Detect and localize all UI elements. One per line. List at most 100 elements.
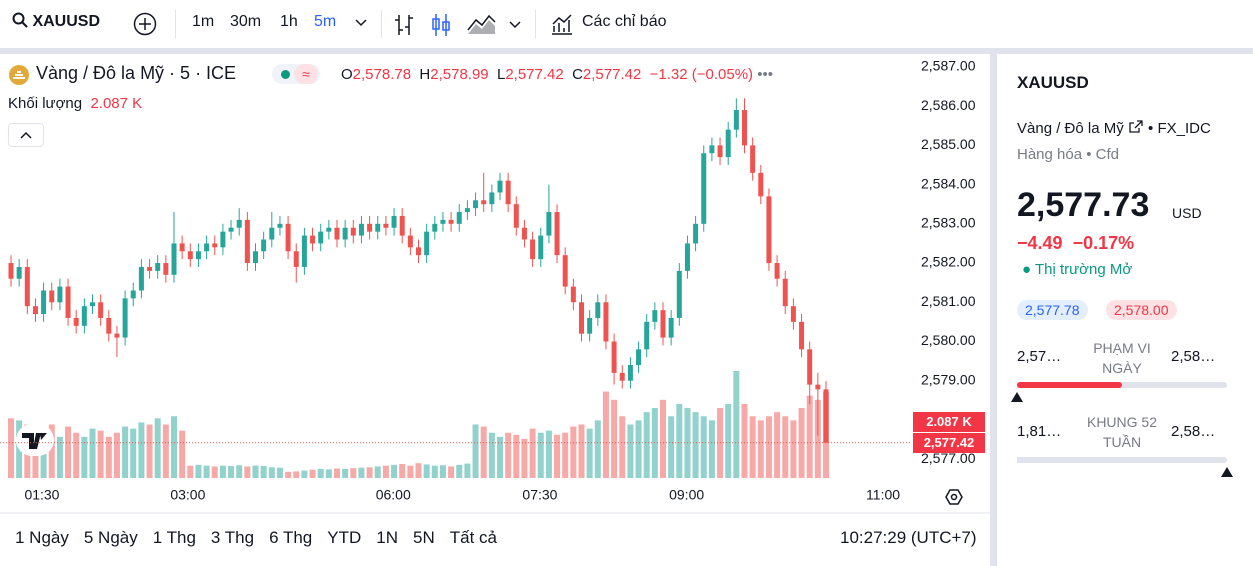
candle-body	[546, 212, 552, 236]
settings-icon	[945, 489, 963, 505]
candle-body	[562, 255, 568, 287]
candle-body	[114, 333, 120, 338]
interval[interactable]: 30m	[230, 13, 262, 30]
clock: 10:27:29 (UTC+7)	[840, 528, 977, 547]
range-button[interactable]: 6 Thg	[269, 528, 313, 547]
volume-bar	[309, 469, 316, 478]
volume-bar	[627, 424, 634, 478]
volume-bar	[423, 464, 430, 478]
candle-body	[587, 317, 593, 334]
volume-bar	[358, 467, 365, 478]
candle-body	[41, 290, 47, 315]
volume-bar	[268, 467, 275, 478]
range-button[interactable]: 3 Thg	[210, 528, 255, 547]
symbol: XAUUSD	[32, 13, 101, 30]
volume-bar	[700, 416, 707, 478]
range-button[interactable]: 1N	[376, 528, 398, 547]
x-tick-label: 01:30	[24, 487, 59, 503]
x-tick-label: 07:30	[522, 487, 557, 503]
collapse-button[interactable]	[8, 123, 44, 147]
ohlc-value: 2,578.78	[352, 66, 412, 83]
range-button[interactable]: 5 Ngày	[83, 528, 138, 547]
volume-bar	[415, 463, 422, 478]
add-button[interactable]	[133, 12, 157, 36]
candle-body	[195, 251, 201, 260]
candle-body	[676, 270, 682, 318]
candle-body	[538, 235, 544, 260]
range-button[interactable]: 5N	[413, 528, 435, 547]
volume-bar	[472, 424, 479, 478]
candle-body	[122, 298, 128, 338]
candle-body	[505, 180, 511, 205]
symbol-search[interactable]: XAUUSD	[12, 12, 100, 31]
volume-bar	[456, 464, 463, 478]
candle-body	[448, 219, 454, 224]
volume-bar	[325, 469, 332, 478]
volume-bar	[676, 403, 683, 478]
volume-bar	[293, 471, 300, 478]
candle-body	[293, 251, 299, 267]
volume-layer	[8, 371, 829, 478]
status-pill: ≈	[272, 64, 320, 84]
volume-bar	[162, 424, 169, 478]
y-tick-label: 2,580.00	[921, 332, 976, 348]
y-tick-label: 2,584.00	[921, 175, 976, 191]
market-status: ● Thị trường Mở	[1022, 261, 1133, 278]
range-button[interactable]: 1 Thg	[152, 528, 196, 547]
volume-bar	[228, 466, 235, 478]
y-tick-label: 2,582.00	[921, 254, 976, 270]
y-tick-label: 2,587.00	[921, 58, 976, 74]
indicators-icon[interactable]	[550, 12, 574, 36]
candle-body	[481, 200, 487, 205]
candle-body	[163, 263, 169, 275]
range-button[interactable]: 1 Ngày	[15, 528, 69, 547]
volume-bar	[439, 465, 446, 478]
chart-style-icons[interactable]	[394, 12, 534, 38]
category: Hàng hóa	[1017, 146, 1083, 163]
candle-body	[823, 389, 829, 443]
candle-body	[464, 208, 470, 213]
interval[interactable]: 1h	[280, 13, 298, 30]
more[interactable]: •••	[757, 66, 773, 83]
bid: 2,577.78	[1017, 300, 1088, 320]
year-high: 2,58…	[1171, 423, 1216, 440]
currency: USD	[1172, 205, 1202, 221]
panel-change: −4.49 −0.17%	[1017, 233, 1134, 254]
candle-body	[49, 290, 55, 303]
interval-active[interactable]: 5m	[314, 13, 337, 30]
candle-body	[750, 145, 756, 173]
indicators[interactable]: Các chỉ báo	[582, 13, 667, 30]
chevron[interactable]	[354, 18, 368, 28]
candle-body	[513, 204, 519, 228]
ohlc-value: 2,578.99	[430, 66, 489, 83]
volume-bar	[113, 432, 120, 478]
ohlc: O2,578.78 H2,578.99 L2,577.42 C2,577.42 …	[341, 66, 773, 83]
volume-bar	[146, 424, 153, 478]
volume-bar	[81, 436, 88, 478]
range-button[interactable]: YTD	[327, 528, 362, 547]
candle-body	[717, 145, 723, 158]
candle-body	[725, 129, 731, 158]
kind: Cfd	[1095, 146, 1119, 163]
separator	[381, 10, 382, 38]
volume-bar	[130, 428, 137, 478]
ohlc-label: O	[341, 66, 353, 83]
candle-body	[668, 317, 674, 338]
interval[interactable]: 1m	[192, 13, 215, 30]
x-tick-label: 09:00	[669, 487, 704, 503]
candle-body	[277, 223, 283, 228]
candle-body	[456, 212, 462, 224]
external-link[interactable]	[1128, 119, 1144, 133]
ohlc-label: C	[572, 66, 583, 83]
range-button[interactable]: Tất cả	[449, 528, 497, 547]
candle-body	[130, 290, 136, 299]
candle-body	[187, 251, 193, 260]
candle-body	[603, 302, 609, 342]
candle-body	[742, 110, 747, 146]
candle-body	[342, 227, 348, 240]
volume-bar	[122, 426, 129, 478]
volume-bar	[105, 436, 112, 478]
candle-body	[301, 235, 307, 267]
candle-body	[595, 302, 601, 318]
